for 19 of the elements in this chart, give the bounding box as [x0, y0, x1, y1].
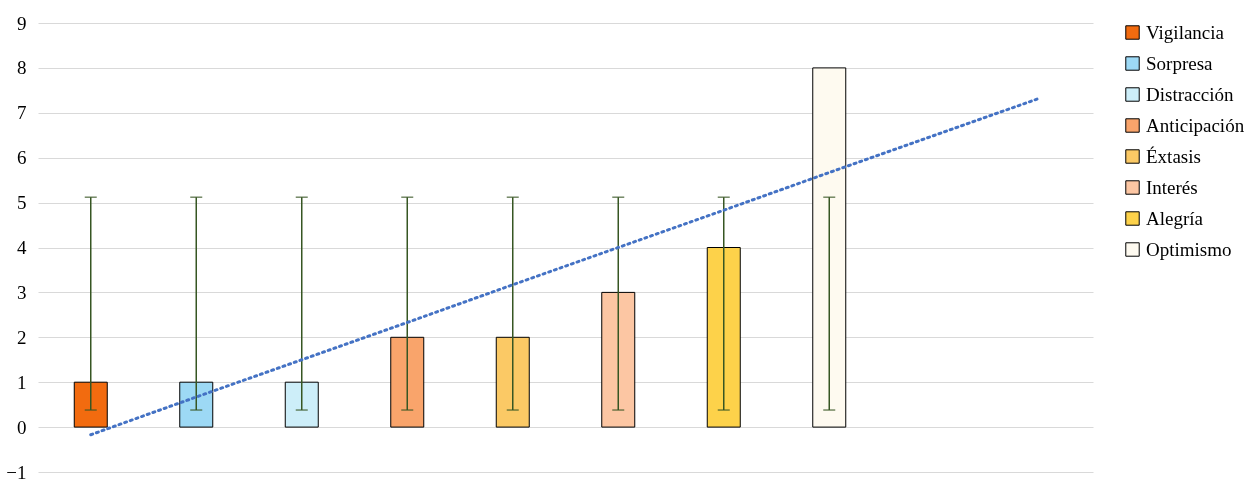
legend-label: Vigilancia	[1146, 21, 1225, 43]
legend-label: Sorpresa	[1146, 52, 1214, 74]
legend-label: Alegría	[1146, 207, 1204, 229]
y-tick-label: 9	[17, 12, 27, 34]
y-tick-label: 0	[17, 416, 27, 438]
y-tick-label: 7	[17, 102, 27, 124]
y-tick-label: 8	[17, 57, 27, 79]
y-tick-label: −1	[6, 461, 27, 483]
legend-label: Éxtasis	[1146, 145, 1201, 167]
legend-label: Interés	[1146, 176, 1198, 198]
y-tick-label: 2	[17, 326, 27, 348]
y-tick-label: 4	[17, 237, 27, 258]
legend-label: Anticipación	[1146, 114, 1245, 136]
y-tick-label: 3	[17, 281, 27, 303]
y-tick-label: 5	[17, 192, 27, 214]
y-tick-label: 1	[17, 371, 27, 393]
legend-label: Distracción	[1146, 83, 1235, 105]
legend-label: Optimismo	[1146, 238, 1232, 260]
y-tick-label: 6	[17, 147, 27, 169]
